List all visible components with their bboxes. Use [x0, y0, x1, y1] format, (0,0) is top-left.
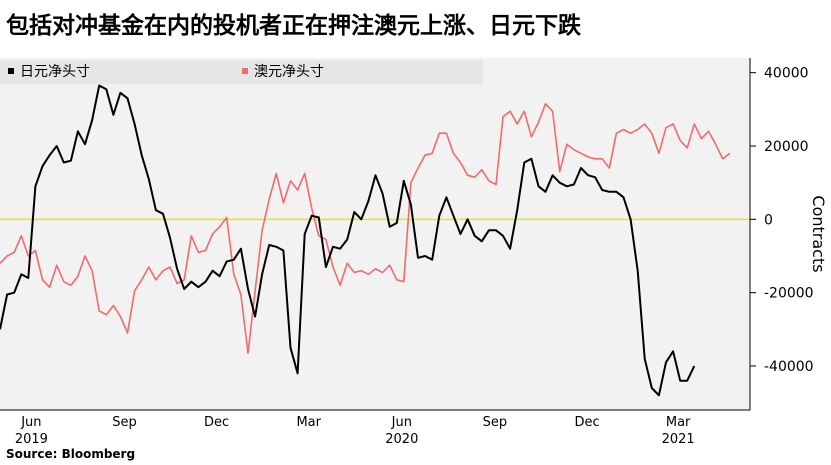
legend-label-jpy: 日元净头寸: [20, 64, 90, 80]
x-tick-label: Sep: [483, 415, 508, 430]
y-tick-label: -20000: [764, 286, 814, 302]
legend-swatch-aud: [242, 68, 248, 74]
y-tick-label: 40000: [764, 66, 809, 82]
source-note: Source: Bloomberg: [6, 447, 136, 461]
chart-title: 包括对冲基金在内的投机者正在押注澳元上涨、日元下跌: [6, 13, 581, 39]
x-tick-label: Jun: [391, 415, 412, 430]
legend: 日元净头寸 澳元净头寸: [0, 60, 483, 84]
y-tick-label: -40000: [764, 359, 814, 375]
legend-item-jpy: 日元净头寸: [8, 60, 90, 84]
series-line-aud: [0, 103, 731, 355]
x-tick-label: Jun: [20, 415, 41, 430]
y-axis-title: Contracts: [809, 195, 828, 272]
x-year-label: 2021: [662, 432, 695, 447]
series-line-jpy: [0, 84, 696, 397]
x-tick-label: Dec: [204, 415, 229, 430]
legend-item-aud: 澳元净头寸: [242, 60, 324, 84]
x-year-label: 2020: [385, 432, 418, 447]
x-year-label: 2019: [15, 432, 48, 447]
legend-swatch-jpy: [8, 68, 14, 74]
x-tick-label: Sep: [112, 415, 137, 430]
x-tick-label: Mar: [296, 415, 321, 430]
y-tick-label: 0: [764, 212, 773, 228]
plot-area: [0, 58, 750, 410]
y-tick-label: 20000: [764, 139, 809, 155]
x-tick-label: Dec: [574, 415, 599, 430]
legend-label-aud: 澳元净头寸: [254, 64, 324, 80]
x-tick-label: Mar: [666, 415, 691, 430]
